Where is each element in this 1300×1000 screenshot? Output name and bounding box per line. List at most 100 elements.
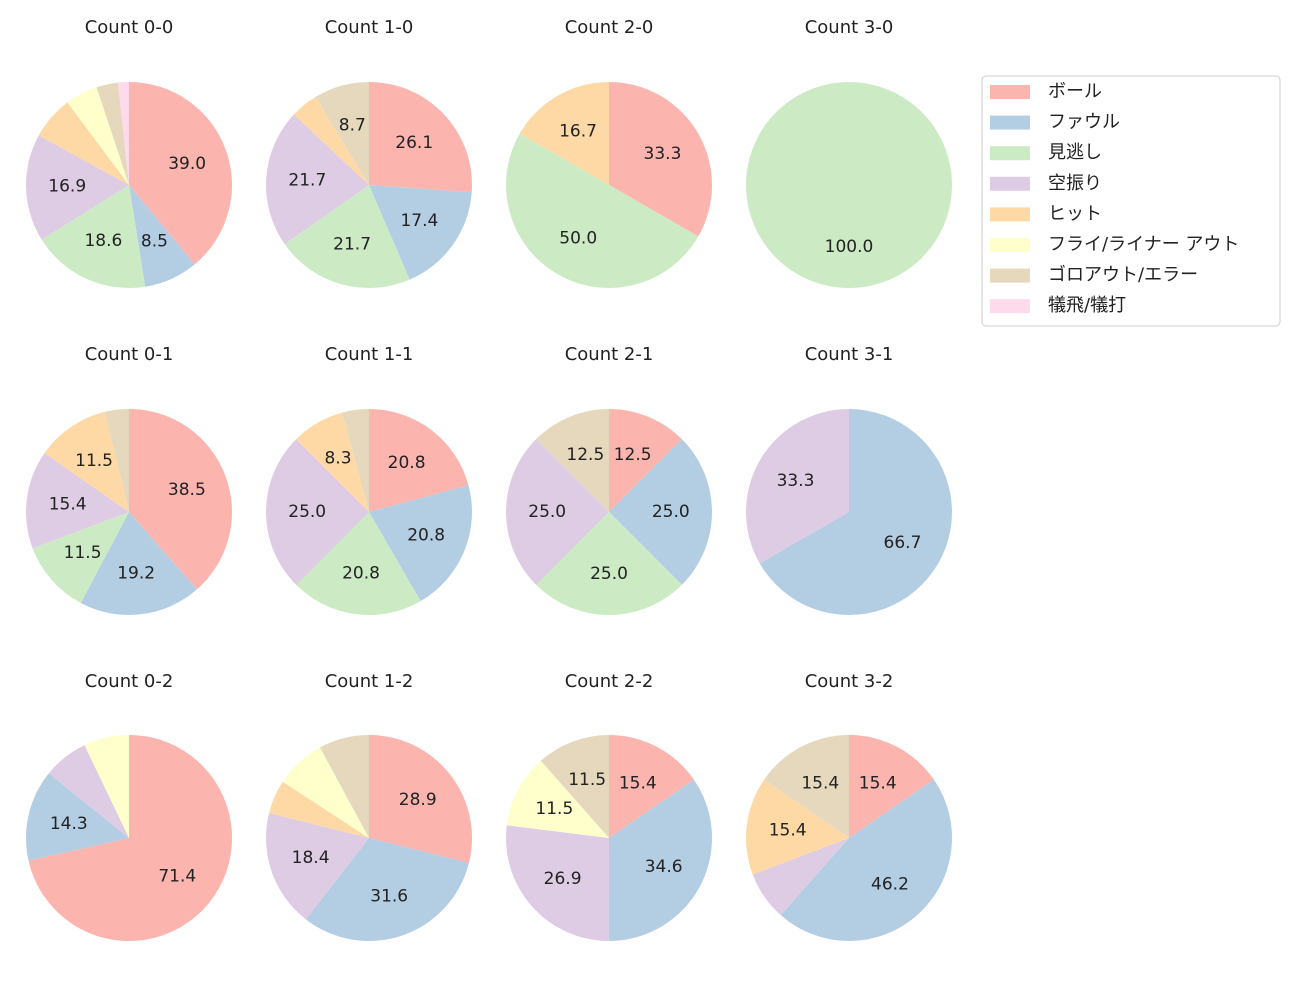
pie-slice xyxy=(759,409,952,615)
pie-slice xyxy=(608,779,713,942)
slice-label: 26.9 xyxy=(544,869,582,889)
pie-slice xyxy=(369,82,473,193)
chart-title: Count 2-2 xyxy=(565,671,654,692)
slice-label: 33.3 xyxy=(644,144,682,164)
legend-label: 犠飛/犠打 xyxy=(1048,295,1126,316)
slice-label: 66.7 xyxy=(884,533,922,553)
slice-label: 18.4 xyxy=(292,848,330,868)
pie-slice xyxy=(266,114,369,245)
slice-label: 8.5 xyxy=(141,231,168,251)
pie-slice xyxy=(25,135,129,240)
pie-slice xyxy=(745,409,849,564)
slice-label: 34.6 xyxy=(645,857,683,877)
slice-label: 15.4 xyxy=(49,494,87,514)
slice-label: 25.0 xyxy=(590,564,628,584)
slice-label: 71.4 xyxy=(158,867,196,887)
chart-title: Count 1-1 xyxy=(325,344,414,365)
legend-swatch xyxy=(990,238,1030,252)
legend-label: ボール xyxy=(1048,81,1102,102)
slice-label: 26.1 xyxy=(395,133,433,153)
slice-label: 15.4 xyxy=(801,773,839,793)
pie-slice xyxy=(609,82,712,237)
legend-label: フライ/ライナー アウト xyxy=(1048,234,1239,255)
pie-slice xyxy=(536,409,609,512)
pie-slice xyxy=(265,813,369,920)
slice-label: 25.0 xyxy=(652,502,690,522)
chart-title: Count 2-0 xyxy=(565,17,654,38)
pie-slice xyxy=(609,409,682,512)
pie-slice xyxy=(129,409,233,590)
slice-label: 38.5 xyxy=(168,480,206,500)
slice-label: 11.5 xyxy=(568,770,606,790)
pie-slice xyxy=(48,745,129,838)
pie-slice xyxy=(282,747,369,838)
pie-slice xyxy=(44,411,129,512)
legend-swatch xyxy=(990,268,1030,283)
pie-slice xyxy=(780,779,952,942)
slice-label: 31.6 xyxy=(370,886,408,906)
pie-slice xyxy=(342,409,369,512)
slice-label: 19.2 xyxy=(117,563,155,583)
pie-slice xyxy=(536,512,682,615)
pie-slice xyxy=(315,82,369,185)
pie-slice xyxy=(506,825,609,941)
pie-slice xyxy=(269,781,369,838)
pie-slice xyxy=(752,838,849,916)
pie-slice xyxy=(84,735,129,838)
slice-label: 16.9 xyxy=(48,177,86,197)
slice-label: 46.2 xyxy=(871,874,909,894)
pie-slice xyxy=(296,412,369,512)
pie-slice xyxy=(266,439,369,586)
pie-slice xyxy=(296,512,421,615)
slice-label: 12.5 xyxy=(614,445,652,465)
slice-label: 20.8 xyxy=(407,526,445,546)
slice-label: 12.5 xyxy=(566,445,604,465)
chart-title: Count 1-0 xyxy=(325,17,414,38)
pie-slice xyxy=(104,409,129,512)
pie-slice xyxy=(80,512,197,615)
slice-label: 15.4 xyxy=(859,773,897,793)
chart-title: Count 0-2 xyxy=(85,671,174,692)
slice-label: 21.7 xyxy=(333,234,371,254)
pie-slice xyxy=(319,735,369,838)
slice-label: 100.0 xyxy=(825,237,874,257)
pie-slice xyxy=(284,185,410,288)
slice-label: 8.7 xyxy=(339,115,366,135)
legend-box xyxy=(981,75,1281,327)
pie-slice xyxy=(32,512,129,604)
slice-label: 33.3 xyxy=(777,471,815,491)
slice-label: 50.0 xyxy=(559,229,597,249)
pie-slice xyxy=(369,409,469,512)
slice-label: 14.3 xyxy=(50,814,88,834)
slice-label: 8.3 xyxy=(324,449,351,469)
slice-label: 15.4 xyxy=(619,773,657,793)
slice-label: 15.4 xyxy=(769,821,807,841)
chart-title: Count 3-2 xyxy=(805,671,894,692)
pie-slice xyxy=(28,735,232,941)
pie-slice xyxy=(609,439,712,585)
slice-label: 17.4 xyxy=(400,211,438,231)
legend-swatch xyxy=(990,207,1030,222)
chart-title: Count 3-0 xyxy=(805,17,894,38)
chart-title: Count 1-2 xyxy=(325,671,414,692)
pie-slice xyxy=(41,185,146,289)
slice-label: 20.8 xyxy=(388,453,426,473)
pie-slice xyxy=(26,453,129,549)
legend-label: ファウル xyxy=(1048,112,1120,133)
chart-title: Count 3-1 xyxy=(805,344,894,365)
pie-slice xyxy=(745,779,849,875)
slice-label: 11.5 xyxy=(75,451,113,471)
pie-slice xyxy=(305,838,469,941)
pie-slice xyxy=(129,185,195,287)
pie-slice xyxy=(293,97,369,185)
slice-label: 39.0 xyxy=(168,154,206,174)
pie-slice xyxy=(746,82,952,288)
slice-label: 11.5 xyxy=(64,543,102,563)
legend-swatch xyxy=(990,115,1030,130)
slice-label: 11.5 xyxy=(535,799,573,819)
pie-slice xyxy=(540,735,609,838)
pie-slice xyxy=(506,133,699,288)
pie-slice xyxy=(369,735,472,863)
slice-label: 21.7 xyxy=(288,171,326,191)
